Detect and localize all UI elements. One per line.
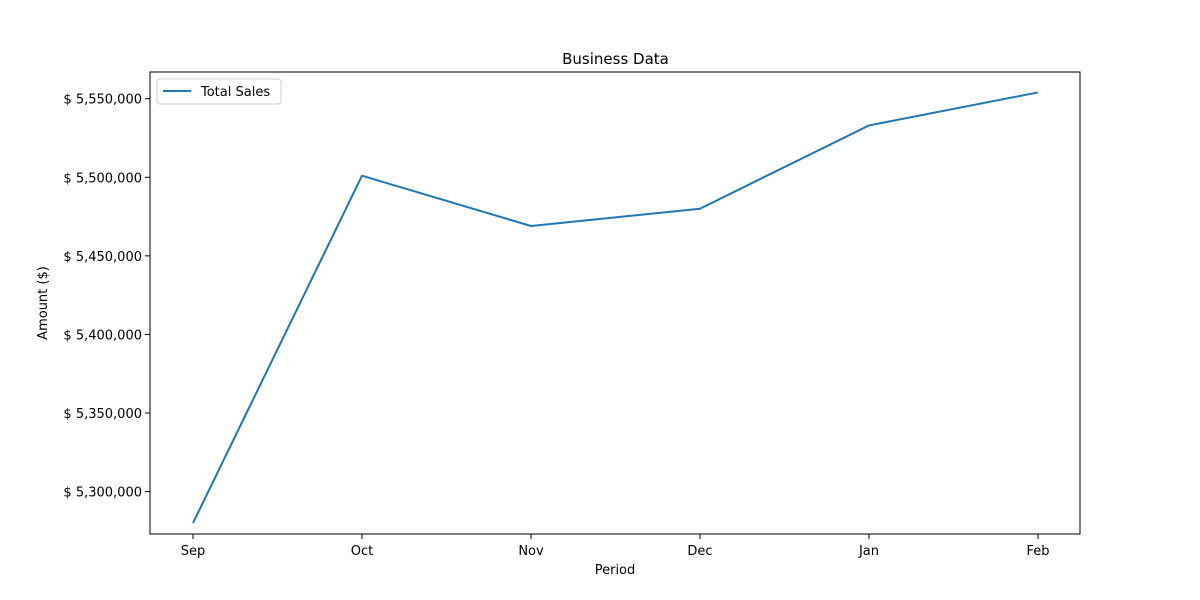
y-tick-label: $ 5,450,000: [63, 250, 142, 265]
series-line-total-sales: [192, 91, 1039, 524]
y-tick-label: $ 5,400,000: [63, 328, 142, 343]
y-tick-label: $ 5,550,000: [63, 93, 142, 108]
x-tick-label: Oct: [351, 544, 373, 559]
x-tick-label: Jan: [858, 544, 879, 559]
x-tick-label: Dec: [687, 544, 712, 559]
y-tick-label: $ 5,500,000: [63, 171, 142, 186]
y-tick-label: $ 5,350,000: [63, 407, 142, 422]
x-axis-ticks: Sep Oct Nov Dec Jan Feb: [181, 534, 1050, 559]
legend-label-total-sales: Total Sales: [200, 85, 270, 100]
x-tick-label: Feb: [1026, 544, 1049, 559]
x-tick-label: Nov: [518, 544, 544, 559]
legend: Total Sales: [156, 78, 282, 105]
legend-box: [156, 78, 282, 105]
y-axis-label: Amount ($): [36, 266, 51, 340]
x-axis-label: Period: [595, 563, 636, 578]
series-layer: [192, 91, 1039, 524]
y-axis-ticks: $ 5,300,000 $ 5,350,000 $ 5,400,000 $ 5,450…: [63, 93, 150, 501]
plot-area: [149, 71, 1081, 535]
x-tick-label: Sep: [181, 544, 206, 559]
plot-frame: [149, 71, 1081, 535]
y-tick-label: $ 5,300,000: [63, 486, 142, 501]
chart-title: Business Data: [562, 50, 669, 68]
